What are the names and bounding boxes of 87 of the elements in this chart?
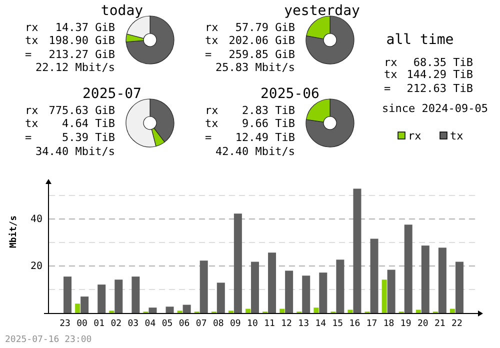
bar [416, 310, 421, 313]
x-tick-label: 03 [128, 318, 139, 329]
text: 2025-07-16 23:00 [5, 335, 92, 345]
x-tick-label: 23 [60, 318, 70, 329]
text: tx 4.64 TiB [25, 117, 115, 130]
bar [302, 276, 310, 313]
bar [336, 260, 344, 313]
text: tx 9.66 TiB [205, 117, 295, 130]
bar [280, 308, 285, 313]
text: tx 202.06 GiB [205, 34, 296, 47]
x-tick-label: 17 [366, 318, 378, 329]
text: 34.40 Mbit/s [36, 145, 115, 158]
bar [182, 304, 191, 313]
text: = 5.39 TiB [25, 131, 115, 144]
x-tick-label: 19 [400, 318, 412, 329]
bar [348, 310, 353, 313]
text: tx 144.29 TiB [384, 68, 474, 81]
bar [370, 238, 378, 313]
bar [98, 284, 106, 313]
donut-slice [306, 98, 354, 148]
bar [421, 246, 430, 313]
x-tick-label: 18 [383, 318, 394, 329]
bar [455, 262, 464, 313]
bar [314, 308, 319, 313]
text: 42.40 Mbit/s [216, 145, 295, 158]
legend-label: tx [450, 130, 464, 142]
x-tick-label: 07 [196, 318, 207, 329]
bar [387, 270, 396, 313]
chart-title: yesterday [284, 3, 360, 19]
text: 22.12 Mbit/s [36, 61, 115, 74]
bar [450, 308, 455, 313]
x-tick-label: 15 [332, 318, 344, 329]
bar [250, 262, 259, 313]
text: all time [386, 32, 454, 48]
x-tick-label: 16 [349, 318, 360, 329]
text: rx 775.63 GiB [25, 104, 116, 117]
y-axis-title: Mbit/s [8, 215, 19, 248]
x-tick-label: 08 [212, 318, 224, 329]
bar [234, 214, 242, 313]
x-tick-label: 02 [110, 318, 122, 329]
x-tick-label: 11 [264, 318, 275, 329]
text: tx 198.90 GiB [25, 34, 116, 47]
text: 25.83 Mbit/s [216, 61, 295, 74]
bar [148, 308, 157, 313]
x-tick-label: 05 [162, 318, 173, 329]
text: = 12.49 TiB [205, 131, 295, 144]
chart-title: today [100, 3, 144, 19]
legend-label: rx [408, 130, 422, 142]
x-tick-label: 06 [178, 318, 190, 329]
bar [216, 282, 225, 313]
text: = 212.63 TiB [384, 82, 473, 95]
bar [353, 188, 362, 313]
bar [114, 280, 123, 313]
x-tick-label: 14 [315, 318, 326, 329]
bar [382, 280, 387, 313]
chart-title: 2025-06 [260, 86, 320, 102]
bar [319, 272, 328, 313]
x-tick-label: 13 [298, 318, 310, 329]
x-tick-label: 00 [76, 318, 88, 329]
text: rx 68.35 TiB [384, 56, 473, 69]
x-tick-label: 21 [434, 318, 446, 329]
chart-title: 2025-07 [82, 86, 142, 102]
bar [80, 296, 89, 313]
bar [132, 276, 140, 313]
text: rx 57.79 GiB [205, 21, 295, 34]
x-tick-label: 01 [94, 318, 105, 329]
x-tick-label: 09 [230, 318, 241, 329]
bar [166, 306, 174, 313]
x-tick-label: 04 [144, 318, 156, 329]
bar [75, 304, 80, 313]
text: rx 14.37 GiB [25, 21, 115, 34]
text: rx 2.83 TiB [205, 104, 295, 117]
text: since 2024-09-05 [382, 102, 488, 115]
bar [285, 270, 294, 313]
x-tick-label: 12 [281, 318, 292, 329]
bar [200, 260, 208, 313]
x-tick-label: 10 [247, 318, 258, 329]
bar [404, 224, 412, 313]
x-tick-label: 20 [417, 318, 428, 329]
text: = 213.27 GiB [25, 48, 115, 61]
x-tick-label: 22 [452, 318, 462, 329]
bar [64, 276, 72, 313]
bar [245, 308, 250, 313]
y-tick-label: 40 [30, 214, 42, 226]
bar [438, 248, 446, 313]
text: = 259.85 GiB [205, 48, 295, 61]
bar [268, 252, 276, 313]
